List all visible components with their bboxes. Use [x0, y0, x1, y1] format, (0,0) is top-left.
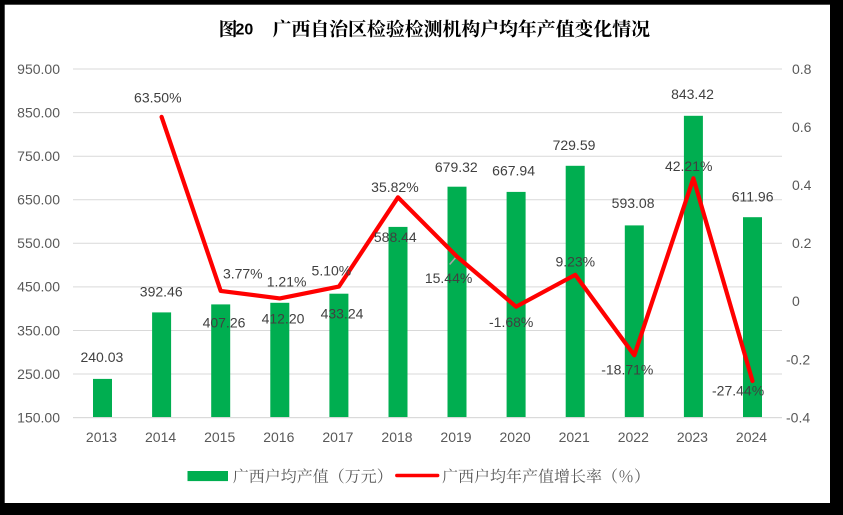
svg-text:650.00: 650.00	[17, 192, 60, 208]
svg-text:2022: 2022	[618, 429, 649, 445]
svg-text:729.59: 729.59	[553, 137, 596, 153]
svg-text:2024: 2024	[736, 429, 767, 445]
svg-text:679.32: 679.32	[435, 159, 478, 175]
svg-text:-27.44%: -27.44%	[712, 383, 764, 399]
svg-text:-1.68%: -1.68%	[489, 314, 533, 330]
svg-text:412.20: 412.20	[262, 311, 305, 327]
svg-text:2013: 2013	[86, 429, 117, 445]
svg-text:2020: 2020	[500, 429, 531, 445]
svg-text:150.00: 150.00	[17, 409, 60, 425]
svg-text:2017: 2017	[322, 429, 353, 445]
svg-text:20: 20	[236, 22, 254, 39]
svg-text:2021: 2021	[559, 429, 590, 445]
svg-text:2023: 2023	[677, 429, 708, 445]
svg-text:0.2: 0.2	[792, 235, 812, 251]
svg-text:588.44: 588.44	[374, 229, 417, 245]
svg-text:750.00: 750.00	[17, 148, 60, 164]
svg-text:2019: 2019	[440, 429, 471, 445]
svg-text:2014: 2014	[145, 429, 176, 445]
svg-text:593.08: 593.08	[612, 195, 655, 211]
svg-text:1.21%: 1.21%	[267, 274, 307, 290]
svg-text:433.24: 433.24	[321, 305, 364, 321]
svg-text:611.96: 611.96	[732, 188, 774, 204]
svg-text:0: 0	[792, 293, 800, 309]
svg-text:407.26: 407.26	[203, 315, 246, 331]
svg-text:392.46: 392.46	[140, 283, 183, 299]
svg-text:2015: 2015	[204, 429, 235, 445]
svg-text:667.94: 667.94	[492, 163, 535, 179]
svg-text:550.00: 550.00	[17, 235, 60, 251]
svg-text:2016: 2016	[263, 429, 294, 445]
svg-text:2018: 2018	[381, 429, 412, 445]
svg-text:9.23%: 9.23%	[555, 254, 595, 270]
svg-text:0.6: 0.6	[792, 119, 812, 135]
svg-text:450.00: 450.00	[17, 279, 60, 295]
svg-text:-0.2: -0.2	[786, 351, 810, 367]
svg-text:843.42: 843.42	[671, 86, 714, 102]
svg-text:15.44%: 15.44%	[425, 270, 472, 286]
svg-text:0.4: 0.4	[792, 177, 812, 193]
svg-text:240.03: 240.03	[80, 349, 123, 365]
svg-text:850.00: 850.00	[17, 104, 60, 120]
svg-text:-0.4: -0.4	[786, 409, 810, 425]
svg-text:950.00: 950.00	[17, 61, 60, 77]
svg-text:3.77%: 3.77%	[223, 265, 263, 281]
svg-text:63.50%: 63.50%	[134, 90, 181, 106]
svg-text:5.10%: 5.10%	[312, 262, 352, 278]
svg-text:250.00: 250.00	[17, 366, 60, 382]
svg-text:-18.71%: -18.71%	[601, 361, 653, 377]
svg-text:42.21%: 42.21%	[665, 158, 712, 174]
svg-text:35.82%: 35.82%	[371, 179, 418, 195]
svg-text:0.8: 0.8	[792, 61, 812, 77]
svg-text:350.00: 350.00	[17, 322, 60, 338]
